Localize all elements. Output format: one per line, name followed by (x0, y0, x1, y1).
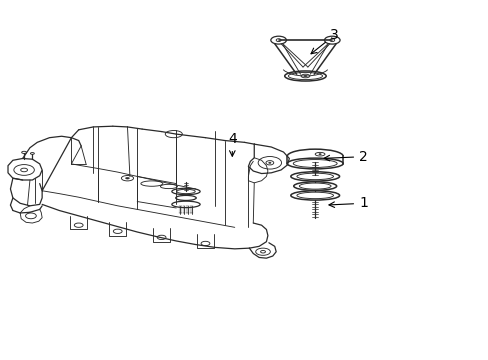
Text: 3: 3 (310, 28, 338, 54)
Ellipse shape (268, 162, 270, 163)
Text: 1: 1 (328, 196, 367, 210)
Ellipse shape (304, 75, 306, 77)
Ellipse shape (318, 153, 321, 155)
Text: 2: 2 (324, 150, 367, 164)
Ellipse shape (125, 177, 129, 179)
Text: 4: 4 (227, 132, 236, 156)
